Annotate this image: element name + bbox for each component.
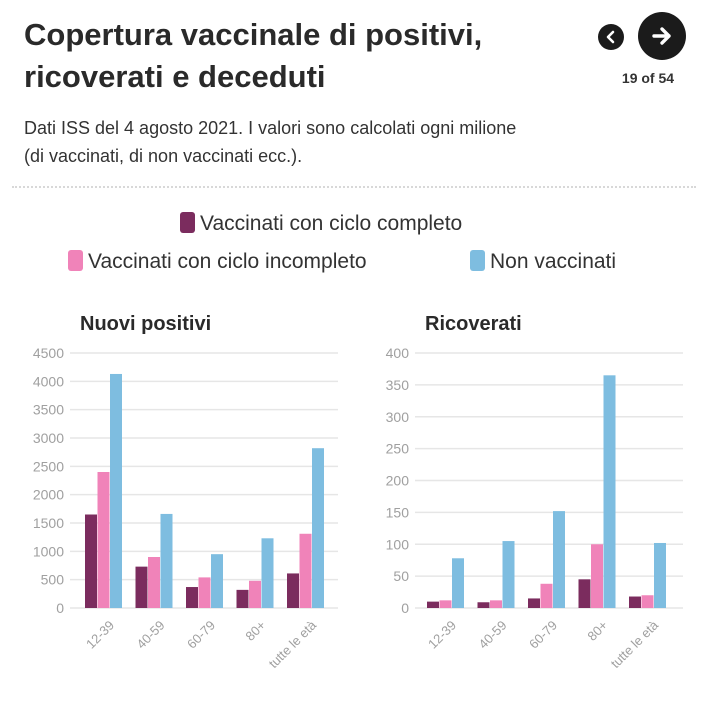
previous-button[interactable]: [598, 24, 624, 50]
legend-swatch: [68, 250, 83, 271]
y-tick-label: 150: [386, 504, 410, 520]
legend-label: Vaccinati con ciclo incompleto: [88, 250, 367, 273]
y-tick-label: 2000: [33, 487, 64, 503]
x-tick-label: 80+: [584, 618, 610, 644]
y-tick-label: 300: [386, 409, 410, 425]
x-tick-label: 60-79: [184, 618, 218, 652]
subtitle-line-1: Dati ISS del 4 agosto 2021. I valori son…: [24, 118, 517, 138]
legend-swatch: [180, 212, 195, 233]
bar: [477, 602, 490, 608]
bar: [654, 542, 666, 608]
legend-item: Vaccinati con ciclo incompleto: [68, 250, 367, 273]
y-tick-label: 0: [401, 600, 409, 616]
bar: [299, 533, 312, 608]
x-tick-label: tutte le età: [266, 617, 320, 671]
y-tick-label: 0: [56, 600, 64, 616]
page-subtitle: Dati ISS del 4 agosto 2021. I valori son…: [24, 114, 694, 170]
y-tick-label: 4500: [33, 345, 64, 361]
y-tick-label: 350: [386, 377, 410, 393]
bar: [452, 558, 464, 608]
chevron-left-icon: [606, 30, 615, 44]
bar: [186, 587, 198, 608]
bar-chart: Nuovi positivi 0 500 1000 1500 2000 2500 3000 35…: [33, 313, 338, 671]
next-button[interactable]: [638, 12, 686, 60]
page-title: Copertura vaccinale di positivi, ricover…: [24, 14, 584, 98]
y-tick-label: 2500: [33, 458, 64, 474]
y-tick-label: 3000: [33, 430, 64, 446]
x-tick-label: 12-39: [83, 618, 117, 652]
bar: [490, 600, 502, 608]
bar: [261, 538, 274, 608]
x-tick-label: 60-79: [526, 618, 560, 652]
bar: [641, 595, 654, 608]
y-tick-label: 400: [386, 345, 410, 361]
arrow-right-icon: [652, 27, 671, 45]
bar: [287, 573, 299, 608]
legend-label: Non vaccinati: [490, 250, 616, 273]
y-tick-label: 3500: [33, 402, 64, 418]
bar: [236, 589, 249, 608]
bar: [211, 554, 223, 608]
x-tick-label: 80+: [242, 618, 268, 644]
y-tick-label: 1500: [33, 515, 64, 531]
page-counter: 19 of 54: [621, 70, 675, 86]
bar: [629, 596, 641, 608]
bar: [110, 373, 122, 608]
divider: [12, 186, 696, 188]
y-tick-label: 1000: [33, 543, 64, 559]
bar: [198, 577, 211, 608]
x-tick-label: tutte le età: [608, 617, 662, 671]
bar-chart: Ricoverati 0 50 100 150 200 250 300 350 400 12-39 4…: [386, 313, 683, 671]
legend-swatch: [470, 250, 485, 271]
bar: [502, 541, 515, 608]
title-line-2: ricoverati e deceduti: [24, 59, 326, 94]
legend-label: Vaccinati con ciclo completo: [200, 212, 462, 235]
bar: [439, 600, 452, 608]
bar: [97, 472, 110, 608]
bar: [540, 583, 553, 608]
y-tick-label: 100: [386, 536, 410, 552]
bar: [160, 513, 173, 608]
bar: [553, 511, 565, 608]
bar: [603, 375, 616, 608]
y-tick-label: 200: [386, 473, 410, 489]
y-tick-label: 500: [41, 572, 65, 588]
title-line-1: Copertura vaccinale di positivi,: [24, 17, 483, 52]
bar: [249, 580, 261, 608]
bar: [312, 448, 324, 608]
x-tick-label: 40-59: [476, 618, 510, 652]
bar: [135, 566, 148, 608]
chart-title: Ricoverati: [425, 313, 522, 335]
slide-navigation: 19 of 54: [598, 8, 702, 92]
subtitle-line-2: (di vaccinati, di non vaccinati ecc.).: [24, 146, 303, 166]
bar: [148, 557, 160, 608]
x-tick-label: 12-39: [425, 618, 459, 652]
x-tick-label: 40-59: [134, 618, 168, 652]
bar: [591, 544, 603, 608]
bar: [528, 598, 540, 608]
y-tick-label: 250: [386, 441, 410, 457]
bar: [578, 579, 591, 608]
legend-item: Non vaccinati: [470, 250, 616, 273]
bar: [427, 601, 439, 608]
y-tick-label: 50: [393, 568, 409, 584]
chart-title: Nuovi positivi: [80, 313, 211, 335]
y-tick-label: 4000: [33, 373, 64, 389]
bar: [85, 514, 97, 608]
legend-item: Vaccinati con ciclo completo: [180, 212, 462, 235]
